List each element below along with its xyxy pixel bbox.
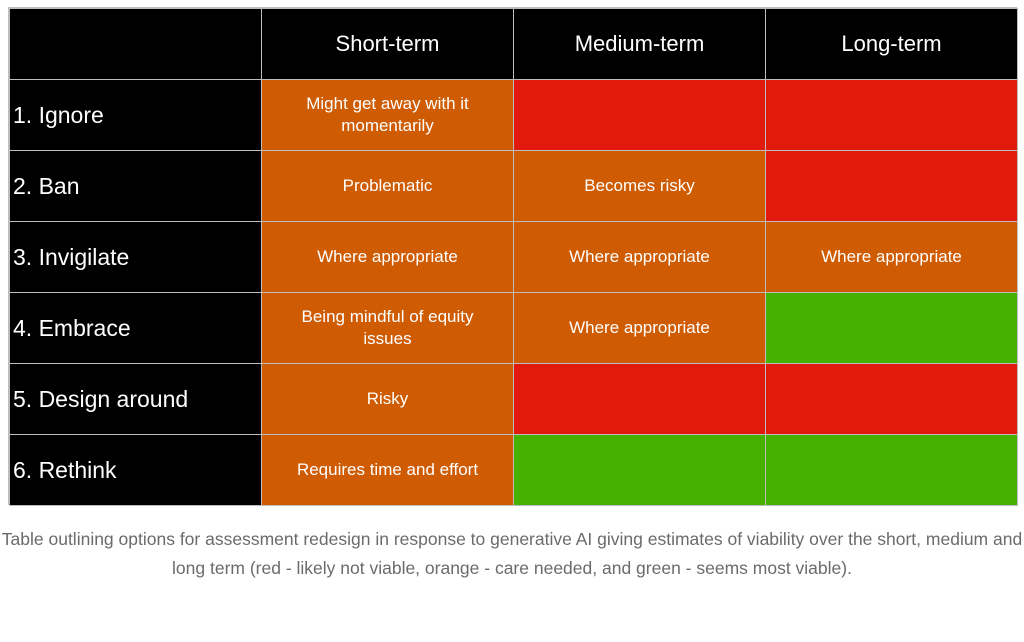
column-header-short-term: Short-term [261,8,514,80]
cell-embrace-long-term [765,292,1018,364]
table-row: 1. Ignore Might get away with it momenta… [9,79,1018,151]
table-row: 2. Ban Problematic Becomes risky [9,150,1018,222]
cell-ban-short-term: Problematic [261,150,514,222]
cell-ignore-medium-term [513,79,766,151]
cell-embrace-medium-term: Where appropriate [513,292,766,364]
row-label-ban: 2. Ban [9,150,262,222]
cell-design-around-medium-term [513,363,766,435]
cell-ban-long-term [765,150,1018,222]
cell-invigilate-short-term: Where appropriate [261,221,514,293]
cell-rethink-medium-term [513,434,766,506]
cell-invigilate-long-term: Where appropriate [765,221,1018,293]
table-header-row: Short-term Medium-term Long-term [9,8,1018,80]
cell-design-around-long-term [765,363,1018,435]
cell-rethink-long-term [765,434,1018,506]
cell-design-around-short-term: Risky [261,363,514,435]
table-corner-cell [9,8,262,80]
table-row: 3. Invigilate Where appropriate Where ap… [9,221,1018,293]
viability-table-container: Short-term Medium-term Long-term 1. Igno… [8,7,1018,506]
row-label-rethink: 6. Rethink [9,434,262,506]
row-label-design-around: 5. Design around [9,363,262,435]
cell-ban-medium-term: Becomes risky [513,150,766,222]
column-header-long-term: Long-term [765,8,1018,80]
table-row: 4. Embrace Being mindful of equity issue… [9,292,1018,364]
cell-invigilate-medium-term: Where appropriate [513,221,766,293]
cell-rethink-short-term: Requires time and effort [261,434,514,506]
cell-embrace-short-term: Being mindful of equity issues [261,292,514,364]
row-label-embrace: 4. Embrace [9,292,262,364]
viability-table: Short-term Medium-term Long-term 1. Igno… [9,8,1018,506]
row-label-invigilate: 3. Invigilate [9,221,262,293]
row-label-ignore: 1. Ignore [9,79,262,151]
cell-ignore-long-term [765,79,1018,151]
table-row: 6. Rethink Requires time and effort [9,434,1018,506]
column-header-medium-term: Medium-term [513,8,766,80]
cell-ignore-short-term: Might get away with it momentarily [261,79,514,151]
table-caption: Table outlining options for assessment r… [1,529,1023,578]
table-row: 5. Design around Risky [9,363,1018,435]
